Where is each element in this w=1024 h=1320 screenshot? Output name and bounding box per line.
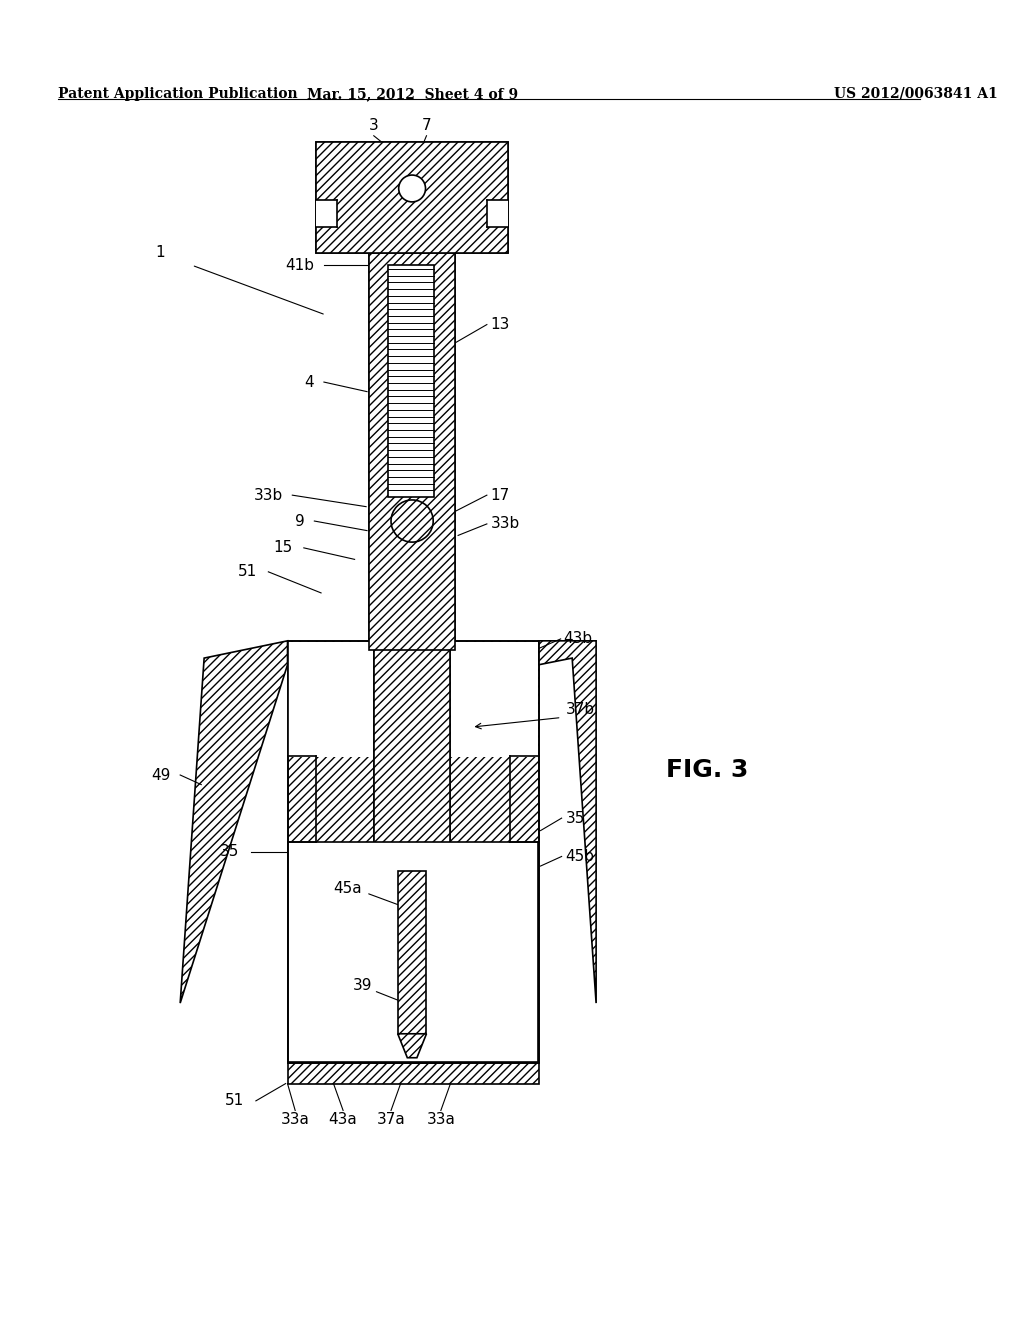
Bar	[388, 265, 434, 498]
Text: 39: 39	[352, 978, 372, 994]
Bar	[486, 199, 508, 227]
Text: Patent Application Publication: Patent Application Publication	[57, 87, 297, 100]
Text: FIG. 3: FIG. 3	[666, 758, 749, 783]
Bar	[288, 640, 539, 1063]
Circle shape	[391, 500, 433, 543]
Polygon shape	[288, 640, 374, 1063]
Text: 13: 13	[490, 317, 510, 333]
Text: 9: 9	[295, 513, 305, 528]
Text: 17: 17	[490, 487, 510, 503]
Polygon shape	[369, 252, 456, 651]
Text: 33a: 33a	[281, 1113, 309, 1127]
Polygon shape	[539, 640, 596, 1003]
Text: 33b: 33b	[490, 516, 520, 532]
Text: 51: 51	[238, 565, 257, 579]
Bar	[388, 265, 434, 498]
Text: 7: 7	[422, 117, 431, 133]
Circle shape	[391, 500, 433, 543]
Bar	[452, 642, 538, 756]
Bar	[486, 199, 508, 227]
Polygon shape	[397, 1034, 426, 1057]
Bar	[289, 842, 538, 1061]
Text: 4: 4	[305, 375, 314, 389]
Bar	[316, 199, 337, 227]
Circle shape	[398, 176, 426, 202]
Text: 33a: 33a	[426, 1113, 456, 1127]
Text: 37a: 37a	[377, 1113, 406, 1127]
Text: 41b: 41b	[286, 257, 314, 273]
Polygon shape	[397, 871, 426, 1034]
Polygon shape	[288, 1063, 539, 1084]
Text: 35: 35	[565, 810, 585, 825]
Circle shape	[398, 176, 426, 202]
Polygon shape	[180, 640, 288, 1003]
Text: 45b: 45b	[565, 849, 595, 865]
Polygon shape	[316, 143, 508, 252]
Polygon shape	[374, 640, 451, 1063]
Text: 43b: 43b	[563, 631, 593, 647]
Text: Mar. 15, 2012  Sheet 4 of 9: Mar. 15, 2012 Sheet 4 of 9	[306, 87, 518, 100]
Text: 33b: 33b	[254, 487, 283, 503]
Text: 45a: 45a	[334, 880, 362, 895]
Text: 15: 15	[273, 540, 292, 556]
Text: 51: 51	[225, 1093, 245, 1109]
Bar	[289, 642, 373, 756]
Text: 1: 1	[156, 246, 165, 260]
Text: 43a: 43a	[329, 1113, 357, 1127]
Text: US 2012/0063841 A1: US 2012/0063841 A1	[834, 87, 997, 100]
Polygon shape	[316, 143, 508, 252]
Text: 37b: 37b	[565, 702, 595, 717]
Text: 49: 49	[152, 767, 171, 783]
Bar	[316, 199, 337, 227]
Text: 3: 3	[369, 117, 379, 133]
Text: 35: 35	[220, 845, 240, 859]
Polygon shape	[369, 252, 456, 651]
Polygon shape	[451, 640, 539, 1063]
